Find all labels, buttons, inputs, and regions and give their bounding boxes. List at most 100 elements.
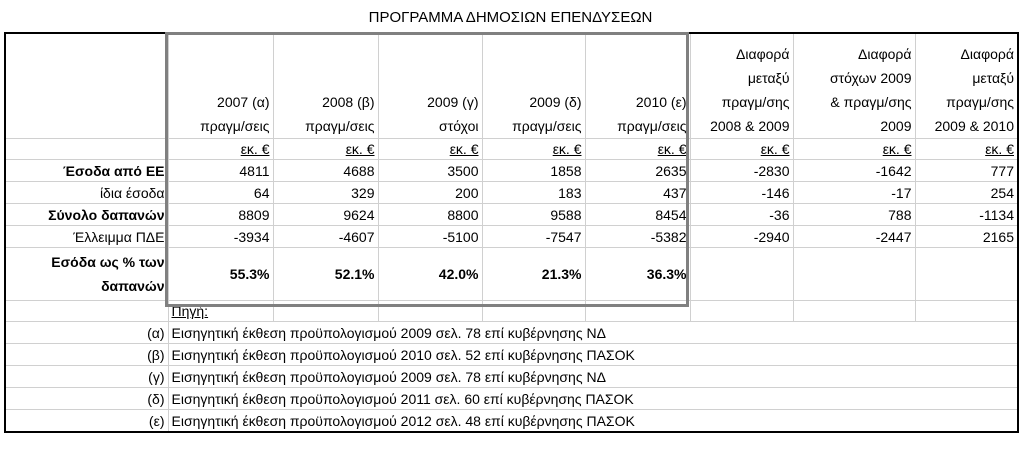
- cell-line: δαπανών: [101, 278, 165, 294]
- empty-cell: [914, 300, 1019, 322]
- empty-cell: [689, 300, 794, 322]
- unit-cell: εκ. €: [689, 138, 794, 160]
- value-cell: 200: [377, 181, 483, 204]
- data-row: Έσοδα από ΕΕ 4811 4688 3500 1858 2635 -2830 -16…: [4, 159, 1019, 182]
- source-label: Πηγή:: [167, 300, 274, 322]
- unit-cell: εκ. €: [377, 138, 483, 160]
- cell-line: Εσόδα ως % των: [51, 254, 165, 270]
- value-cell: 2635: [584, 159, 691, 182]
- column-header: Διαφορά μεταξύ πραγμ/σης 2008 & 2009: [689, 32, 794, 139]
- empty-cell: [792, 247, 916, 301]
- data-row: Σύνολο δαπανών 8809 9624 8800 9588 8454 -36 788…: [4, 203, 1019, 226]
- note-key: (ε): [4, 409, 169, 433]
- note-key: (α): [4, 321, 169, 344]
- value-cell: -146: [689, 181, 794, 204]
- cell-line: 2010 (ε): [635, 94, 687, 110]
- column-header: 2007 (α) πραγμ/σεις: [167, 32, 274, 139]
- row-label: Έλλειμμα ΠΔΕ: [4, 225, 169, 248]
- value-cell: 788: [792, 203, 916, 226]
- column-header: 2009 (γ) στόχοι: [377, 32, 483, 139]
- cell-line: Διαφορά: [736, 46, 790, 62]
- empty-cell: [792, 300, 916, 322]
- note-row: (γ) Εισηγητική έκθεση προϋπολογισμού 2009…: [4, 365, 1019, 388]
- cell-line: πραγμ/σεις: [305, 118, 375, 134]
- column-header: 2010 (ε) πραγμ/σεις: [584, 32, 691, 139]
- empty-cell: [689, 247, 794, 301]
- cell-line: 2008 & 2009: [710, 118, 790, 134]
- note-text: Εισηγητική έκθεση προϋπολογισμού 2010 σε…: [167, 343, 1019, 366]
- empty-cell: [4, 138, 169, 160]
- unit-cell: εκ. €: [481, 138, 586, 160]
- units-row: εκ. € εκ. € εκ. € εκ. € εκ. € εκ. € εκ. € εκ. €: [4, 138, 1019, 160]
- unit-cell: εκ. €: [272, 138, 379, 160]
- cell-line: μεταξύ: [972, 70, 1014, 86]
- value-cell: -36: [689, 203, 794, 226]
- value-cell: 52.1%: [272, 247, 379, 301]
- value-cell: 183: [481, 181, 586, 204]
- value-cell: 8809: [167, 203, 274, 226]
- empty-cell: [481, 300, 586, 322]
- cell-line: Διαφορά: [960, 46, 1014, 62]
- value-cell: 9624: [272, 203, 379, 226]
- value-cell: 2165: [914, 225, 1019, 248]
- unit-cell: εκ. €: [792, 138, 916, 160]
- data-row: ίδια έσοδα 64 329 200 183 437 -146 -17 254: [4, 181, 1019, 204]
- data-table: 2007 (α) πραγμ/σεις 2008 (β) πραγμ/σεις 2009…: [4, 32, 1019, 433]
- unit-cell: εκ. €: [584, 138, 691, 160]
- value-cell: 329: [272, 181, 379, 204]
- value-cell: -17: [792, 181, 916, 204]
- value-cell: 9588: [481, 203, 586, 226]
- note-key: (β): [4, 343, 169, 366]
- cell-line: πραγμ/σης: [721, 94, 790, 110]
- cell-line: στόχοι: [439, 118, 479, 134]
- value-cell: 3500: [377, 159, 483, 182]
- cell-line: 2009 & 2010: [934, 118, 1014, 134]
- value-cell: -3934: [167, 225, 274, 248]
- value-cell: -4607: [272, 225, 379, 248]
- value-cell: 21.3%: [481, 247, 586, 301]
- value-cell: -5382: [584, 225, 691, 248]
- cell-line: 2007 (α): [217, 94, 270, 110]
- column-header: 2009 (δ) πραγμ/σεις: [481, 32, 586, 139]
- value-cell: -1134: [914, 203, 1019, 226]
- cell-line: 2009 (δ): [529, 94, 582, 110]
- row-label: ίδια έσοδα: [4, 181, 169, 204]
- value-cell: 8800: [377, 203, 483, 226]
- note-row: (δ) Εισηγητική έκθεση προϋπολογισμού 2011…: [4, 387, 1019, 410]
- unit-cell: εκ. €: [167, 138, 274, 160]
- value-cell: 36.3%: [584, 247, 691, 301]
- cell-line: 2009: [880, 118, 912, 134]
- note-key: (δ): [4, 387, 169, 410]
- note-text: Εισηγητική έκθεση προϋπολογισμού 2009 σε…: [167, 321, 1019, 344]
- note-text: Εισηγητική έκθεση προϋπολογισμού 2009 σε…: [167, 365, 1019, 388]
- cell-line: 2008 (β): [322, 94, 375, 110]
- column-header: Διαφορά μεταξύ πραγμ/σης 2009 & 2010: [914, 32, 1019, 139]
- row-label: Έσοδα από ΕΕ: [4, 159, 169, 182]
- column-header: Διαφορά στόχων 2009 & πραγμ/σης 2009: [792, 32, 916, 139]
- cell-line: & πραγμ/σης: [830, 94, 912, 110]
- empty-cell: [4, 300, 169, 322]
- empty-cell: [377, 300, 483, 322]
- value-cell: -2830: [689, 159, 794, 182]
- table-body: 2007 (α) πραγμ/σεις 2008 (β) πραγμ/σεις 2009…: [4, 32, 1019, 433]
- note-row: (α) Εισηγητική έκθεση προϋπολογισμού 2009…: [4, 321, 1019, 344]
- cell-line: Διαφορά: [858, 46, 912, 62]
- cell-line: πραγμ/σεις: [200, 118, 270, 134]
- note-row: (β) Εισηγητική έκθεση προϋπολογισμού 2010…: [4, 343, 1019, 366]
- data-row: Έλλειμμα ΠΔΕ -3934 -4607 -5100 -7547 -5382 -29…: [4, 225, 1019, 248]
- empty-cell: [272, 300, 379, 322]
- value-cell: 437: [584, 181, 691, 204]
- cell-line: στόχων 2009: [829, 70, 912, 86]
- value-cell: -2447: [792, 225, 916, 248]
- header-row: 2007 (α) πραγμ/σεις 2008 (β) πραγμ/σεις 2009…: [4, 32, 1019, 139]
- ratio-row: Εσόδα ως % των δαπανών 55.3% 52.1% 42.0% 21.3…: [4, 247, 1019, 301]
- note-row: (ε) Εισηγητική έκθεση προϋπολογισμού 2012…: [4, 409, 1019, 433]
- value-cell: 254: [914, 181, 1019, 204]
- value-cell: 4811: [167, 159, 274, 182]
- empty-cell: [584, 300, 691, 322]
- cell-line: 2009 (γ): [427, 94, 479, 110]
- note-key: (γ): [4, 365, 169, 388]
- corner-cell: [4, 32, 169, 139]
- column-header: 2008 (β) πραγμ/σεις: [272, 32, 379, 139]
